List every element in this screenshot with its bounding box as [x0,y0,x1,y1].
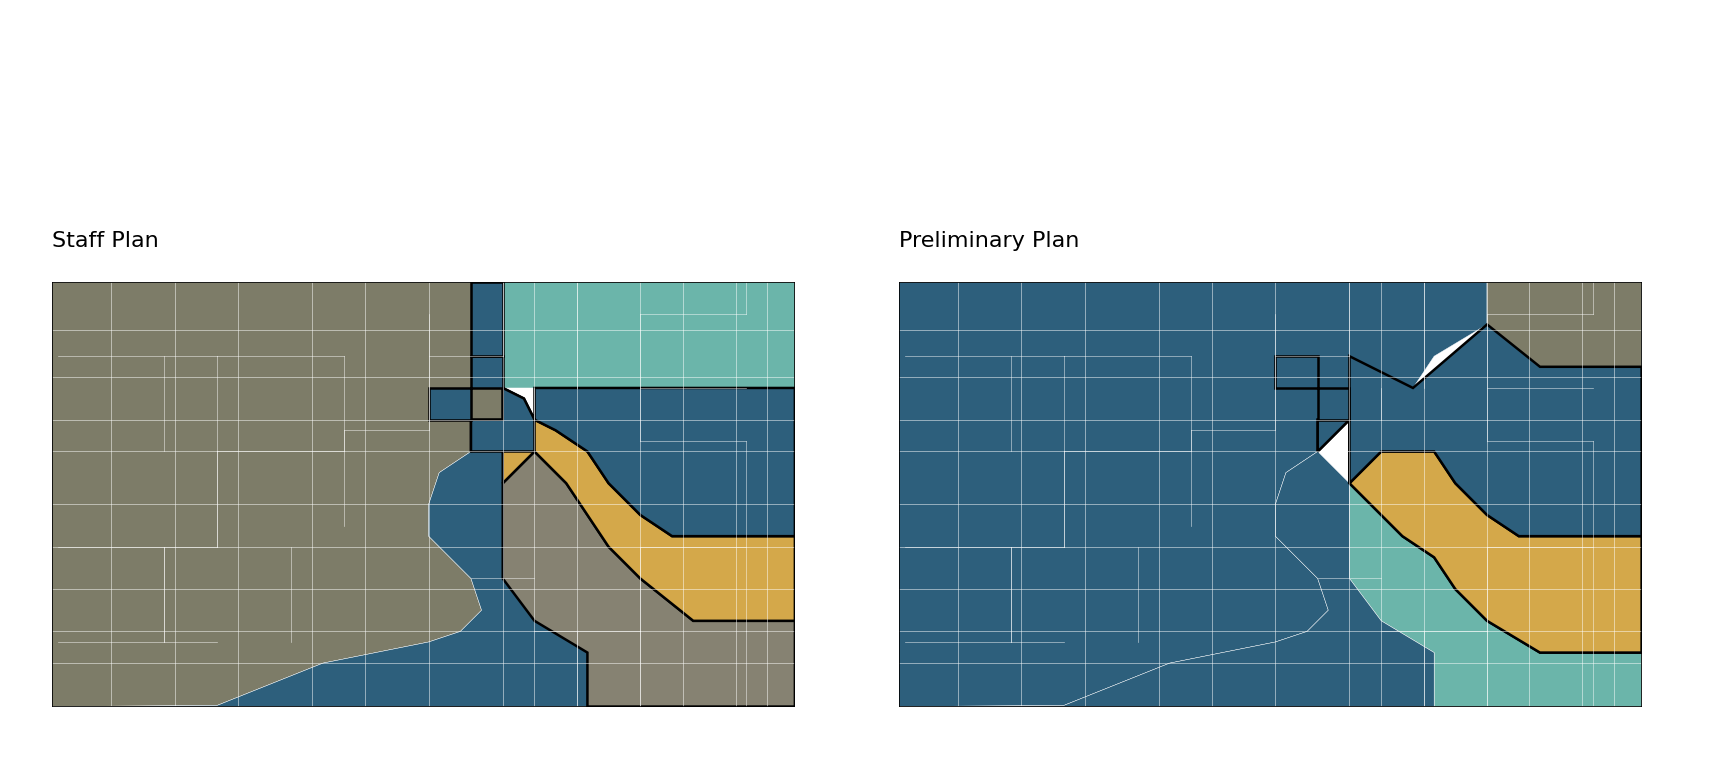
Polygon shape [1275,356,1350,420]
Polygon shape [472,388,795,536]
Polygon shape [503,282,795,707]
Text: Preliminary Plan: Preliminary Plan [899,231,1078,251]
Polygon shape [1318,324,1642,536]
Polygon shape [899,282,1488,707]
Polygon shape [52,282,795,707]
Polygon shape [1350,282,1642,707]
Polygon shape [472,388,795,621]
Polygon shape [1318,420,1642,653]
Polygon shape [472,282,503,356]
Polygon shape [1488,282,1642,367]
Polygon shape [1350,452,1642,653]
Polygon shape [503,452,795,707]
Polygon shape [899,452,1434,707]
Polygon shape [52,420,588,707]
Polygon shape [429,356,503,420]
Text: Staff Plan: Staff Plan [52,231,159,251]
